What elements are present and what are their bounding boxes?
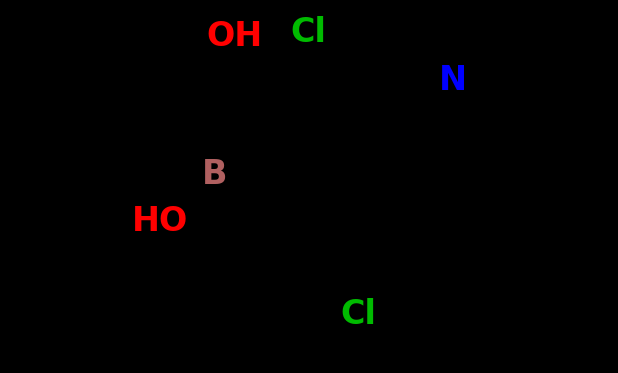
Text: HO: HO xyxy=(132,206,188,238)
Text: Cl: Cl xyxy=(340,298,376,332)
Text: OH: OH xyxy=(206,21,262,53)
Text: Cl: Cl xyxy=(290,16,326,48)
Text: N: N xyxy=(439,63,467,97)
Text: B: B xyxy=(202,159,227,191)
